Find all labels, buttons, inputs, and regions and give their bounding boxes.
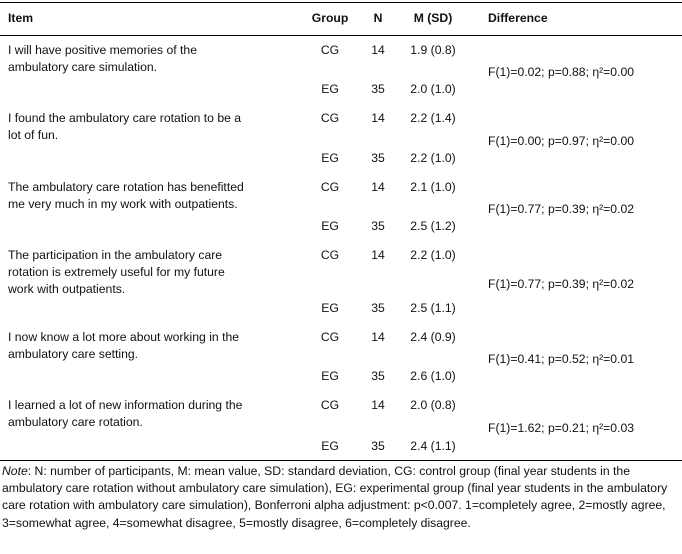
difference-cell: F(1)=1.62; p=0.21; η²=0.03 bbox=[488, 421, 635, 435]
group-cell: CG bbox=[320, 398, 340, 412]
difference-cell: F(1)=0.02; p=0.88; η²=0.00 bbox=[488, 65, 635, 79]
msd-cell: 2.2 (1.0) bbox=[410, 151, 456, 165]
difference-cell: F(1)=0.00; p=0.97; η²=0.00 bbox=[488, 133, 635, 148]
n-cell: 35 bbox=[371, 301, 385, 315]
msd-cell: 2.2 (1.4) bbox=[410, 111, 456, 125]
group-cell: EG bbox=[321, 439, 339, 453]
item-text: I will have positive memories of the amb… bbox=[8, 43, 197, 74]
n-cell: 35 bbox=[371, 219, 385, 233]
group-cell: CG bbox=[320, 111, 340, 125]
group-cell: CG bbox=[320, 43, 340, 57]
group-cell: EG bbox=[321, 82, 339, 96]
n-cell: 35 bbox=[371, 82, 385, 96]
group-cell: EG bbox=[321, 301, 339, 315]
group-cell: CG bbox=[320, 330, 340, 344]
rule bbox=[0, 35, 682, 36]
rule bbox=[0, 2, 682, 3]
msd-cell: 2.5 (1.1) bbox=[410, 301, 456, 315]
msd-cell: 2.4 (1.1) bbox=[410, 439, 456, 453]
msd-cell: 2.1 (1.0) bbox=[410, 180, 456, 194]
n-cell: 35 bbox=[371, 151, 385, 165]
msd-cell: 1.9 (0.8) bbox=[410, 43, 456, 57]
column-header: M (SD) bbox=[413, 11, 453, 25]
msd-cell: 2.6 (1.0) bbox=[410, 369, 456, 383]
item-text: I now know a lot more about working in t… bbox=[8, 330, 240, 361]
column-header: N bbox=[373, 11, 383, 25]
n-cell: 14 bbox=[371, 330, 385, 344]
rule bbox=[0, 460, 682, 461]
n-cell: 14 bbox=[371, 248, 385, 262]
difference-cell: F(1)=0.77; p=0.39; η²=0.02 bbox=[488, 202, 635, 216]
difference-cell: F(1)=0.77; p=0.39; η²=0.02 bbox=[488, 277, 635, 291]
msd-cell: 2.5 (1.2) bbox=[410, 219, 456, 233]
msd-cell: 2.0 (0.8) bbox=[410, 398, 456, 412]
difference-cell: F(1)=0.41; p=0.52; η²=0.01 bbox=[488, 352, 635, 366]
n-cell: 14 bbox=[371, 180, 385, 194]
item-text: I found the ambulatory care rotation to … bbox=[8, 111, 242, 142]
note-text: : N: number of participants, M: mean val… bbox=[2, 464, 668, 530]
msd-cell: 2.2 (1.0) bbox=[410, 248, 456, 262]
table-note: Note: N: number of participants, M: mean… bbox=[2, 463, 678, 532]
n-cell: 35 bbox=[371, 369, 385, 383]
item-text: I learned a lot of new information durin… bbox=[8, 398, 243, 429]
n-cell: 14 bbox=[371, 398, 385, 412]
column-header: Group bbox=[311, 11, 349, 25]
n-cell: 14 bbox=[371, 111, 385, 125]
group-cell: CG bbox=[320, 248, 340, 262]
group-cell: CG bbox=[320, 180, 340, 194]
group-cell: EG bbox=[321, 151, 339, 165]
item-text: The ambulatory care rotation has benefit… bbox=[8, 180, 244, 211]
column-header: Difference bbox=[488, 11, 548, 25]
group-cell: EG bbox=[321, 219, 339, 233]
column-header: Item bbox=[8, 11, 34, 25]
group-cell: EG bbox=[321, 369, 339, 383]
n-cell: 35 bbox=[371, 439, 385, 453]
n-cell: 14 bbox=[371, 43, 385, 57]
item-text: The participation in the ambulatory care… bbox=[8, 248, 225, 296]
msd-cell: 2.4 (0.9) bbox=[410, 330, 456, 344]
note-label: Note bbox=[2, 464, 28, 478]
msd-cell: 2.0 (1.0) bbox=[410, 82, 456, 96]
